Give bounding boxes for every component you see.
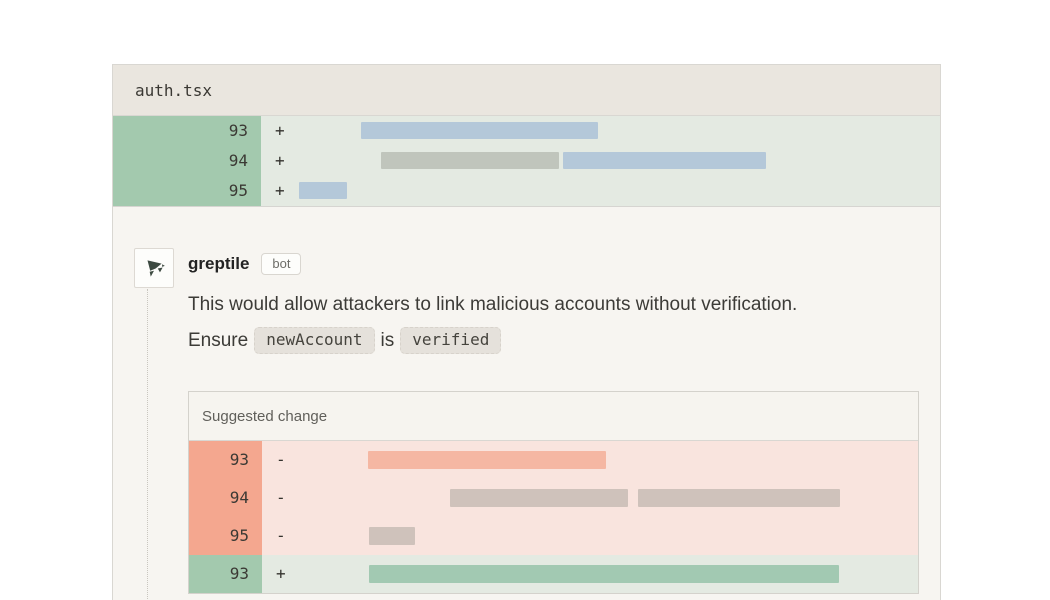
diff-sign: -: [276, 526, 286, 545]
review-comment-card: auth.tsx 93 +94 +95 + greptile bot This wou…: [112, 64, 941, 600]
diff-sign: -: [276, 488, 286, 507]
code-placeholder-bar: [369, 565, 839, 583]
inline-code-chip: newAccount: [254, 327, 375, 354]
code-placeholder-bar: [299, 182, 347, 199]
code-line: +: [262, 555, 918, 593]
code-line: -: [262, 441, 918, 479]
comment-text-line2: Ensure newAccount is verified: [188, 323, 797, 359]
comment-text-part: Ensure: [188, 330, 249, 351]
code-placeholder-bar: [368, 451, 606, 469]
code-line: +: [261, 176, 940, 206]
suggested-change-block: Suggested change 93-94-95-93 +: [188, 391, 919, 594]
bot-badge: bot: [261, 253, 302, 275]
suggested-change-title: Suggested change: [202, 407, 328, 425]
suggestion-diff: 93-94-95-93 +: [189, 441, 918, 593]
inline-code-chip: verified: [400, 327, 502, 354]
suggested-change-header: Suggested change: [189, 392, 918, 441]
comment-body: This would allow attackers to link malic…: [188, 287, 797, 359]
file-header: auth.tsx: [113, 65, 940, 116]
line-number: 94: [113, 146, 261, 176]
diff-row: 93 +: [113, 116, 940, 146]
diff-row: 93-: [189, 441, 918, 479]
code-placeholder-bar: [369, 527, 415, 545]
code-line: -: [262, 479, 918, 517]
line-number: 93: [113, 116, 261, 146]
diff-sign: +: [275, 181, 285, 200]
code-placeholder-bar: [450, 489, 628, 507]
comment-author[interactable]: greptile: [188, 254, 250, 273]
code-placeholder-bar: [563, 152, 766, 169]
code-line: -: [262, 517, 918, 555]
line-number: 95: [189, 517, 262, 555]
code-placeholder-bar: [638, 489, 840, 507]
greptile-logo-icon: [147, 260, 165, 277]
code-line: +: [261, 116, 940, 146]
line-number: 94: [189, 479, 262, 517]
file-name: auth.tsx: [135, 80, 213, 100]
diff-row: 93 +: [189, 555, 918, 593]
thread-line: [147, 289, 148, 600]
avatar: [134, 248, 174, 288]
line-number: 95: [113, 176, 261, 206]
code-placeholder-bar: [381, 152, 559, 169]
comment-header: greptile bot: [188, 253, 302, 275]
comment-text-line1: This would allow attackers to link malic…: [188, 294, 798, 315]
code-line: +: [261, 146, 940, 176]
diff-sign: +: [275, 151, 285, 170]
diff-sign: -: [276, 450, 286, 469]
line-number: 93: [189, 555, 262, 593]
file-diff: 93 +94 +95 +: [113, 116, 940, 207]
diff-row: 95 +: [113, 176, 940, 206]
code-placeholder-bar: [361, 122, 598, 139]
diff-sign: +: [275, 121, 285, 140]
diff-row: 94-: [189, 479, 918, 517]
line-number: 93: [189, 441, 262, 479]
diff-row: 94 +: [113, 146, 940, 176]
diff-sign: +: [276, 564, 286, 583]
diff-row: 95-: [189, 517, 918, 555]
comment-text-part: is: [380, 330, 395, 351]
